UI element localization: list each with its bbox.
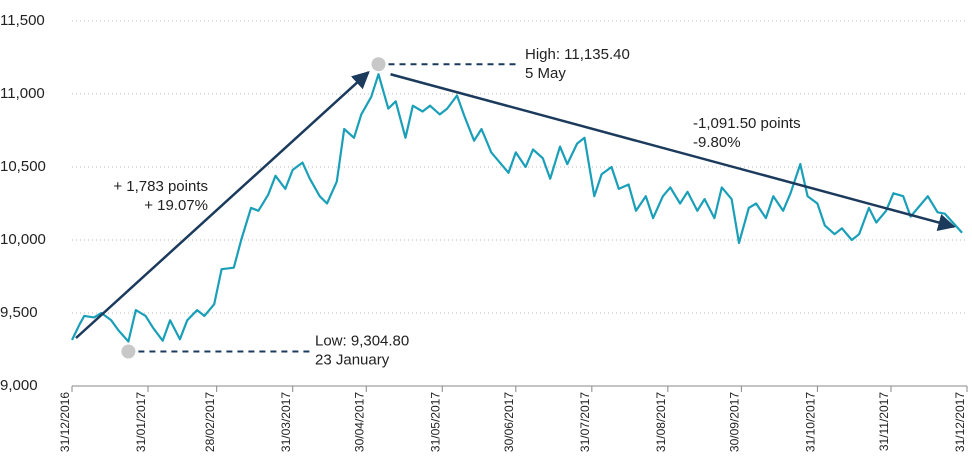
annotation: -1,091.50 points xyxy=(693,115,801,132)
annotation: + 1,783 points xyxy=(113,178,208,195)
x-tick-label: 31/07/2017 xyxy=(578,392,592,452)
x-tick-label: 31/11/2017 xyxy=(877,392,891,451)
annotation: 23 January xyxy=(315,351,390,368)
low-marker xyxy=(121,344,136,359)
annotation: High: 11,135.40 xyxy=(525,46,630,63)
x-tick-label: 31/01/2017 xyxy=(134,392,148,452)
x-tick-label: 30/09/2017 xyxy=(728,392,742,452)
line xyxy=(71,73,963,343)
x-tick-label: 31/10/2017 xyxy=(804,392,818,452)
y-tick-label: 10,000 xyxy=(0,231,46,248)
arrow xyxy=(390,73,956,232)
x-tick-label: 31/05/2017 xyxy=(428,392,442,452)
y-tick-label: 11,500 xyxy=(0,12,45,29)
annotation: + 19.07% xyxy=(144,197,208,214)
y-tick-label: 9,000 xyxy=(0,377,38,394)
annotation: Low: 9,304.80 xyxy=(315,332,409,349)
x-tick-label: 31/12/2017 xyxy=(953,392,967,452)
arrow xyxy=(75,71,370,339)
x-tick-label: 28/02/2017 xyxy=(203,392,217,452)
y-tick-label: 10,500 xyxy=(0,158,46,175)
y-tick-label: 9,500 xyxy=(0,304,38,321)
y-tick-label: 11,000 xyxy=(0,85,45,102)
annotation: 5 May xyxy=(525,65,566,82)
x-tick-label: 31/12/2016 xyxy=(58,392,72,452)
x-tick-label: 30/06/2017 xyxy=(502,392,516,452)
x-tick-label: 31/03/2017 xyxy=(279,392,293,452)
annotation: -9.80% xyxy=(693,134,741,151)
high-marker xyxy=(371,57,386,72)
x-tick-label: 30/04/2017 xyxy=(352,392,366,452)
x-tick-label: 31/08/2017 xyxy=(654,392,668,452)
